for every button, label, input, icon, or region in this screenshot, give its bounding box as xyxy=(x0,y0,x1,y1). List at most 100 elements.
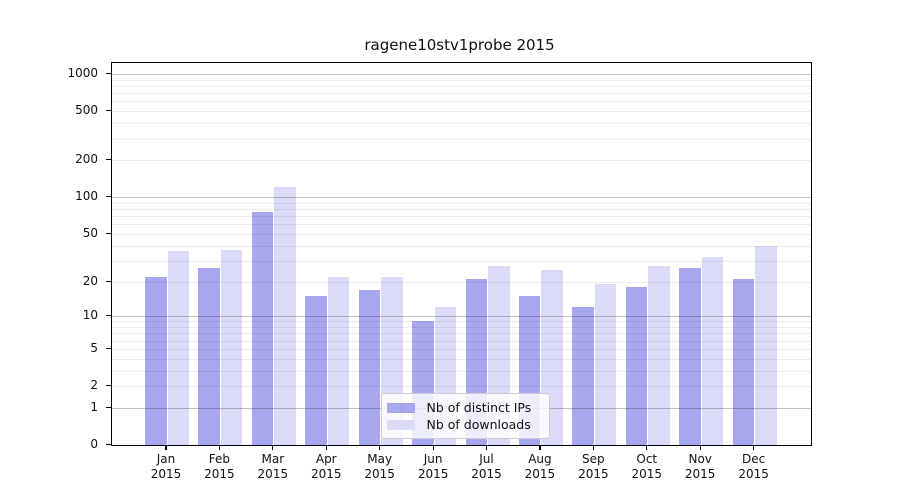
gridline-minor xyxy=(111,340,811,342)
y-tick-label: 20 xyxy=(82,273,98,288)
x-tick-mark xyxy=(272,445,274,450)
gridline-major xyxy=(111,316,811,318)
gridline-minor xyxy=(111,281,811,283)
x-tick-label-jun: Jun 2015 xyxy=(417,452,449,481)
y-tick-mark xyxy=(105,110,111,112)
x-tick-mark xyxy=(753,445,755,450)
bar-downloads-sep xyxy=(594,284,617,445)
bar-downloads-dec xyxy=(755,245,777,445)
legend: Nb of distinct IPs Nb of downloads xyxy=(380,393,550,439)
x-tick-label-oct: Oct 2015 xyxy=(631,452,663,481)
gridline-minor xyxy=(111,79,811,81)
gridline-minor xyxy=(111,358,811,360)
x-tick-label-nov: Nov 2015 xyxy=(684,452,716,481)
x-tick-mark xyxy=(325,445,327,450)
x-tick-label-jul: Jul 2015 xyxy=(471,452,502,481)
gridline-minor xyxy=(111,327,811,328)
x-tick-label-jan: Jan 2015 xyxy=(150,452,182,481)
x-tick-label-apr: Apr 2015 xyxy=(310,452,342,481)
gridline-minor xyxy=(111,93,811,95)
gridline-minor xyxy=(111,370,811,372)
legend-row-downloads: Nb of downloads xyxy=(386,416,543,433)
gridline-major xyxy=(111,197,811,199)
y-tick-label: 0 xyxy=(90,437,98,451)
gridline-minor xyxy=(111,216,811,218)
x-tick-mark xyxy=(432,445,434,450)
gridline-minor xyxy=(111,101,811,103)
legend-swatch-distinct-ips xyxy=(386,402,415,413)
gridline-minor xyxy=(111,160,811,162)
gridline-minor xyxy=(111,224,811,226)
chart-title: ragene10stv1probe 2015 xyxy=(364,36,555,54)
x-tick-label-feb: Feb 2015 xyxy=(204,452,235,481)
bar-distinct-ips-sep xyxy=(572,307,594,445)
bar-distinct-ips-may xyxy=(358,289,381,445)
y-tick-label: 1 xyxy=(90,399,98,414)
gridline-minor xyxy=(111,111,811,113)
bar-downloads-oct xyxy=(648,266,670,445)
y-tick-label: 200 xyxy=(75,152,98,167)
x-tick-mark xyxy=(165,445,167,450)
x-tick-mark xyxy=(699,445,701,450)
y-tick-label: 50 xyxy=(82,225,98,240)
x-tick-mark xyxy=(379,445,381,450)
x-tick-label-may: May 2015 xyxy=(364,452,395,481)
y-tick-mark xyxy=(105,232,111,235)
y-tick-label: 1000 xyxy=(67,66,98,81)
y-tick-mark xyxy=(105,73,111,75)
bar-downloads-jan xyxy=(167,251,189,445)
bar-distinct-ips-feb xyxy=(198,268,220,445)
y-tick-mark xyxy=(105,385,111,387)
x-tick-label-mar: Mar 2015 xyxy=(257,452,289,481)
y-tick-mark xyxy=(105,159,111,161)
bar-downloads-mar xyxy=(274,187,296,445)
x-tick-mark xyxy=(646,445,648,450)
y-tick-label: 500 xyxy=(75,103,98,118)
gridline-minor xyxy=(111,321,811,323)
gridline-minor xyxy=(111,123,811,125)
x-tick-label-dec: Dec 2015 xyxy=(738,452,769,481)
bar-distinct-ips-dec xyxy=(732,279,755,445)
bar-distinct-ips-jan xyxy=(145,276,167,445)
gridline-minor xyxy=(111,260,811,262)
gridline-minor xyxy=(111,348,811,350)
legend-label-distinct-ips: Nb of distinct IPs xyxy=(426,400,532,415)
gridline-major xyxy=(111,74,811,76)
bar-distinct-ips-nov xyxy=(679,268,701,445)
bar-distinct-ips-apr xyxy=(305,296,327,445)
y-tick-mark xyxy=(105,406,111,408)
bar-downloads-apr xyxy=(327,276,350,445)
y-tick-mark xyxy=(105,280,111,282)
legend-swatch-downloads xyxy=(386,419,415,430)
y-tick-mark xyxy=(105,347,111,349)
y-tick-mark xyxy=(105,196,111,198)
gridline-minor xyxy=(111,209,811,211)
y-tick-label: 5 xyxy=(90,340,98,355)
x-tick-mark xyxy=(218,445,220,450)
legend-label-downloads: Nb of downloads xyxy=(426,417,531,432)
x-tick-mark xyxy=(485,445,488,450)
y-tick-label: 100 xyxy=(75,189,98,204)
x-tick-mark xyxy=(539,445,541,450)
gridline-minor xyxy=(111,233,811,235)
bar-distinct-ips-oct xyxy=(625,286,648,445)
gridline-minor xyxy=(111,202,811,204)
x-tick-label-sep: Sep 2015 xyxy=(578,452,609,481)
gridline-minor xyxy=(111,245,811,247)
gridline-minor xyxy=(111,85,811,87)
gridline-minor xyxy=(111,386,811,387)
y-tick-mark xyxy=(105,315,111,317)
bar-downloads-feb xyxy=(220,249,243,445)
gridline-minor xyxy=(111,333,811,335)
plot-area: Nb of distinct IPs Nb of downloads xyxy=(110,62,812,446)
y-tick-label: 10 xyxy=(82,308,98,323)
x-tick-mark xyxy=(592,445,594,450)
legend-row-distinct-ips: Nb of distinct IPs xyxy=(386,399,543,416)
y-tick-mark xyxy=(105,444,111,446)
gridline-minor xyxy=(111,138,811,140)
y-tick-label: 2 xyxy=(90,378,98,392)
x-tick-label-aug: Aug 2015 xyxy=(524,452,556,481)
bar-downloads-nov xyxy=(701,257,724,445)
bar-distinct-ips-mar xyxy=(251,212,274,445)
